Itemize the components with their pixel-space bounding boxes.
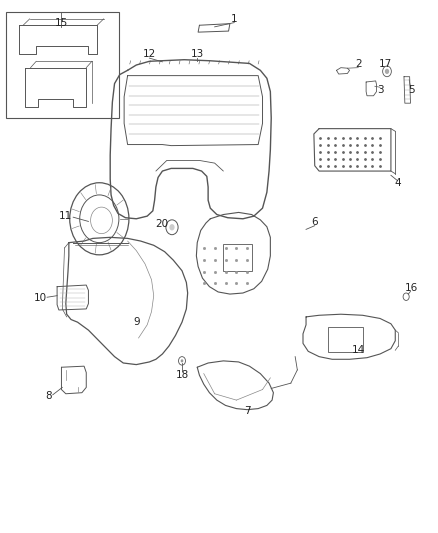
Text: 12: 12	[143, 50, 156, 59]
Text: 8: 8	[45, 391, 52, 401]
Bar	[328, 327, 363, 352]
Text: 10: 10	[34, 293, 47, 303]
Bar	[6, 12, 119, 118]
Text: 1: 1	[231, 14, 237, 24]
Text: 11: 11	[59, 211, 72, 221]
Text: 13: 13	[191, 50, 204, 59]
Bar	[223, 244, 252, 271]
Text: 7: 7	[244, 406, 251, 416]
Circle shape	[170, 224, 175, 230]
Text: 16: 16	[405, 282, 418, 293]
Text: 17: 17	[379, 59, 392, 69]
Text: 3: 3	[377, 85, 383, 95]
Text: 6: 6	[311, 217, 318, 228]
Text: 5: 5	[408, 85, 415, 95]
Text: 9: 9	[133, 317, 140, 327]
Text: 14: 14	[352, 345, 365, 356]
Text: 20: 20	[155, 219, 168, 229]
Circle shape	[385, 69, 389, 74]
Text: 15: 15	[55, 18, 68, 28]
Circle shape	[181, 359, 184, 362]
Text: 2: 2	[355, 59, 362, 69]
Text: 18: 18	[175, 370, 189, 380]
Text: 4: 4	[394, 178, 401, 188]
